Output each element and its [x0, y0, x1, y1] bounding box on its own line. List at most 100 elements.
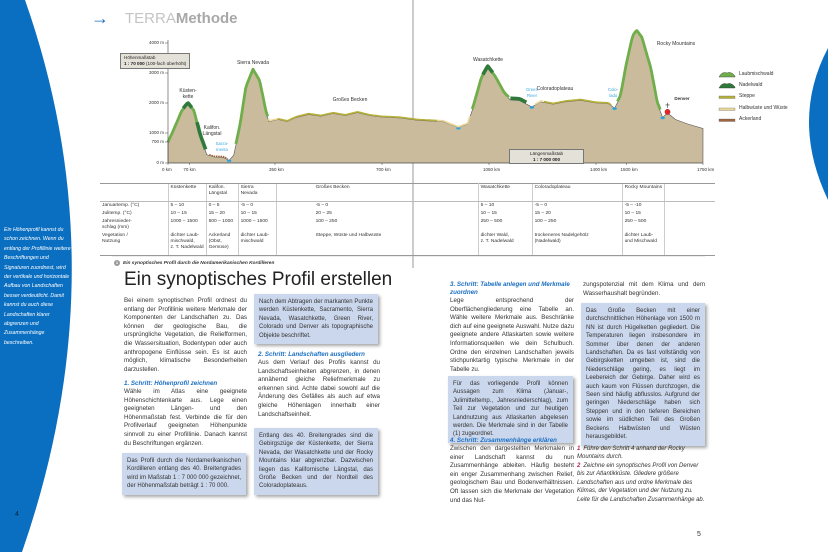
landscape-label-wasatch: Wasatchkette — [472, 57, 504, 63]
step3-heading: 3. Schritt: Tabelle anlegen und Merkmale… — [450, 281, 570, 296]
task-1-number: 1 — [577, 446, 581, 452]
margin-note: Ein Höhenprofil kannst du schon zeichnen… — [4, 227, 71, 346]
table-cell: 100 – 250 — [275, 218, 479, 232]
x-tick-label: 1500 km — [620, 167, 638, 172]
table-cell: dichter Laub- und Mischwald — [621, 232, 665, 256]
river-mark — [529, 106, 534, 109]
table-cell: 15 – 20 — [531, 210, 623, 218]
landscape-label-colorado: Colo- rado — [607, 87, 619, 98]
step1-heading: 1. Schritt: Höhenprofil zeichnen — [124, 380, 218, 387]
table-cell: 10 – 15 — [167, 210, 207, 218]
vegetation-nadel — [195, 121, 208, 150]
table-cell: -5 – -10 — [621, 201, 665, 210]
right-blue-arc — [809, 48, 828, 200]
table-header-cell: Küstenkette — [167, 183, 207, 202]
table-cell: 250 – 500 — [477, 218, 533, 232]
river-mark — [226, 159, 232, 163]
river-mark — [660, 116, 665, 120]
table-cell — [664, 201, 715, 210]
height-scale-note: (100-fach überhöht) — [145, 61, 187, 66]
legend: Laubmischwald Nadelwald Steppe Halbwüste un… — [718, 68, 788, 124]
step3-box: Für das vorliegende Profil können Aussag… — [448, 376, 573, 443]
legend-label: Steppe — [739, 93, 755, 100]
legend-swatch-wueste-icon — [718, 107, 736, 111]
legend-item-acker: Ackerland — [718, 113, 788, 124]
landscape-label-becken: Großes Becken — [332, 97, 368, 103]
cross-icon — [665, 102, 670, 108]
table-cell: 1000 – 1500 — [167, 218, 207, 232]
vegetation-nadel — [509, 96, 528, 104]
table-cell: 10 – 15 — [237, 210, 277, 218]
vegetation-wueste — [534, 100, 544, 106]
length-scale-title: Längenmaßstab — [529, 151, 564, 156]
legend-item-nadel: Nadelwald — [718, 79, 788, 90]
table-cell — [664, 232, 715, 256]
step2-text: Aus dem Verlauf des Profils kannst du La… — [258, 359, 380, 418]
topographic-box: Nach dem Abtragen der markanten Punkte w… — [254, 294, 378, 345]
vegetation-nadel — [181, 101, 194, 110]
legend-swatch-acker-icon — [718, 118, 736, 122]
x-tick-label: 700 km — [375, 167, 391, 172]
river-mark — [456, 126, 461, 130]
table-header-cell: Sierra Nevada — [237, 183, 277, 202]
x-tick-label: 1750 km — [696, 167, 715, 172]
task-1-text: Führe den Schritt 4 anhand der Rocky Mou… — [577, 446, 685, 461]
landscape-label-denver: Denver — [674, 96, 690, 101]
table-cell: 10 – 15 — [477, 210, 533, 218]
step1-text: Wähle im Atlas eine geeignete Höhenschic… — [124, 388, 247, 447]
table-cell: 1000 – 1500 — [237, 218, 277, 232]
legend-item-wueste: Halbwüste und Wüste — [718, 102, 788, 113]
height-scale-title: Höhenmaßstab — [124, 55, 156, 60]
legend-swatch-laub-icon — [718, 71, 736, 77]
table-cell: -5 – 0 — [531, 201, 623, 210]
table-cell: 100 – 250 — [531, 218, 623, 232]
y-tick-label: 3000 m — [148, 70, 164, 75]
height-scale-value: 1 : 70 000 — [124, 61, 145, 66]
table-cell: trockeneres Nadelgehölz (Nadelwald) — [531, 232, 623, 256]
left-blue-arc — [0, 0, 72, 552]
height-scale-box: Höhenmaßstab 1 : 70 000 (100-fach überhö… — [120, 53, 191, 69]
y-tick-label: 700 m — [151, 139, 164, 144]
caption-text: Ein synoptisches Profil durch die Nordam… — [123, 261, 275, 266]
table-cell: -5 – 0 — [275, 201, 479, 210]
table-cell: Steppe, Wüste und Halbwüste — [275, 232, 479, 256]
legend-label: Ackerland — [739, 115, 762, 122]
table-header-cell: Wasatchkette — [477, 183, 533, 202]
step2-box: Entlang des 40. Breitengrades sind die G… — [254, 428, 378, 495]
legend-swatch-steppe-icon — [718, 96, 736, 99]
table-header-cell — [664, 183, 715, 202]
arrow-right-icon: → — [91, 8, 109, 28]
page-title: Ein synoptisches Profil erstellen — [124, 269, 393, 290]
legend-label: Halbwüste und Wüste — [739, 104, 788, 111]
brand-prefix: TERRA — [125, 10, 176, 27]
vegetation-laub — [234, 67, 270, 145]
landscape-label-colplateau: Coloradoplateau — [536, 86, 574, 92]
brand-suffix: Methode — [175, 10, 238, 27]
step4-heading: 4. Schritt: Zusammenhänge erklären — [450, 437, 557, 444]
figure-caption: 1 Ein synoptisches Profil durch die Norda… — [114, 260, 274, 266]
table-header-cell: Rocky Mountains — [621, 183, 665, 202]
table-cell: 0 – 5 — [205, 201, 239, 210]
vegetation-acker — [208, 153, 229, 160]
x-tick-label: 70 km — [183, 167, 196, 172]
profile-chart — [165, 29, 704, 165]
table-cell: dichter Laub- mischwald — [237, 232, 277, 256]
legend-label: Laubmischwald — [739, 70, 774, 77]
denver-city-marker — [664, 109, 671, 115]
landscape-label-green: Green River — [526, 87, 538, 98]
table-cell — [664, 218, 715, 232]
table-row: Julitemp. (°C) 10 – 15 15 – 20 10 – 15 20 – … — [100, 210, 715, 218]
legend-item-steppe: Steppe — [718, 91, 788, 102]
great-basin-box: Das Große Becken mit einer durchschnittl… — [581, 303, 705, 446]
y-tick-label: 2000 m — [148, 100, 164, 105]
step4-text-continued: zungspotenzial mit dem Klima und dem Was… — [583, 281, 705, 297]
legend-swatch-nadel-icon — [718, 83, 736, 89]
table-row: Jahresnieder- schlag (mm) 1000 – 1500 500 … — [100, 218, 715, 232]
vegetation-wueste — [267, 117, 279, 122]
table-header-cell: Kalifon. Längstal — [205, 183, 239, 202]
table-cell: Ackerland (Obst, Gemüse) — [205, 232, 239, 256]
landscape-label-kuestenkette: Küsten- kette — [179, 88, 197, 100]
table-cell: Vegetation / Nutzung — [100, 232, 168, 256]
